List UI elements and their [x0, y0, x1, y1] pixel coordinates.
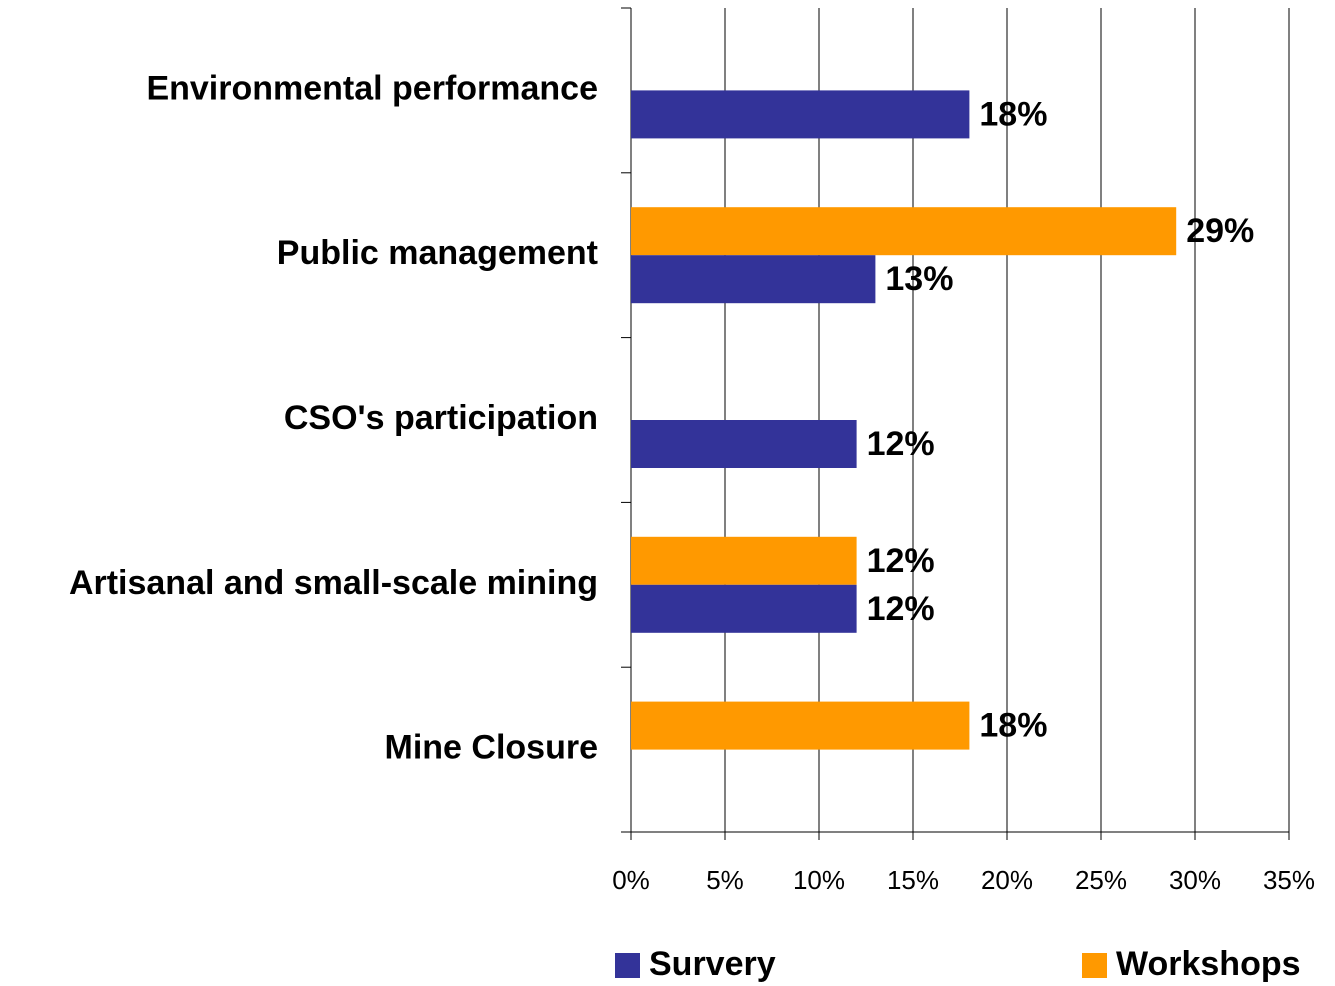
- x-tick-label: 20%: [981, 865, 1033, 895]
- x-tick-label: 15%: [887, 865, 939, 895]
- x-tick-label: 0%: [612, 865, 650, 895]
- bar: [631, 701, 970, 750]
- x-tick-label: 5%: [706, 865, 744, 895]
- category-label: Mine Closure: [385, 729, 598, 767]
- value-label: 12%: [867, 425, 935, 463]
- legend-swatch: [615, 953, 640, 978]
- bar: [631, 90, 970, 139]
- legend-swatch: [1082, 953, 1107, 978]
- x-tick-label: 10%: [793, 865, 845, 895]
- bar: [631, 255, 876, 304]
- value-label: 18%: [979, 95, 1047, 133]
- x-tick-label: 30%: [1169, 865, 1221, 895]
- category-label: Public management: [277, 234, 598, 272]
- bar: [631, 536, 857, 585]
- category-label: Artisanal and small-scale mining: [69, 564, 598, 602]
- legend-label: Workshops: [1116, 945, 1301, 983]
- value-label: 18%: [979, 707, 1047, 745]
- category-label: Environmental performance: [146, 69, 598, 107]
- category-label: CSO's participation: [284, 399, 598, 437]
- value-label: 13%: [885, 260, 953, 298]
- value-label: 12%: [867, 542, 935, 580]
- x-tick-label: 25%: [1075, 865, 1127, 895]
- bar: [631, 584, 857, 633]
- bar: [631, 207, 1177, 256]
- value-label: 12%: [867, 590, 935, 628]
- legend-label: Survery: [649, 945, 776, 983]
- bar: [631, 420, 857, 468]
- x-tick-label: 35%: [1263, 865, 1315, 895]
- value-label: 29%: [1186, 212, 1254, 250]
